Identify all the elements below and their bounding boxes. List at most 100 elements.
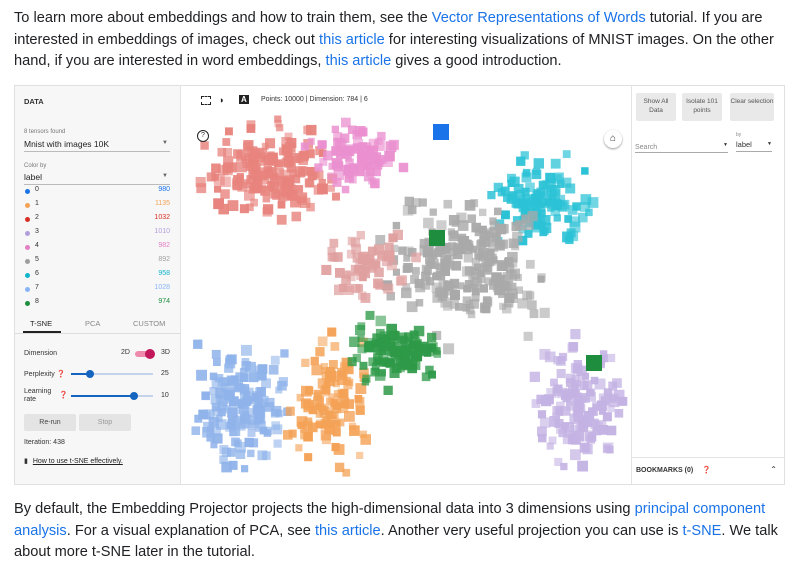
- digit-point[interactable]: [566, 401, 576, 411]
- digit-point[interactable]: [290, 196, 301, 208]
- digit-point[interactable]: [608, 394, 616, 403]
- digit-point[interactable]: [213, 174, 225, 186]
- digit-point[interactable]: [505, 264, 515, 273]
- digit-point[interactable]: [512, 231, 523, 243]
- digit-point[interactable]: [314, 163, 323, 172]
- digit-point[interactable]: [244, 437, 254, 448]
- digit-point[interactable]: [326, 367, 335, 375]
- digit-point[interactable]: [245, 361, 256, 373]
- digit-point[interactable]: [232, 415, 243, 426]
- digit-point[interactable]: [235, 449, 246, 460]
- digit-point[interactable]: [285, 406, 295, 416]
- digit-point[interactable]: [414, 338, 422, 347]
- digit-point[interactable]: [200, 141, 209, 150]
- digit-point[interactable]: [333, 444, 345, 455]
- digit-point[interactable]: [556, 424, 566, 434]
- digit-point[interactable]: [206, 172, 216, 182]
- digit-point[interactable]: [379, 331, 390, 341]
- digit-point[interactable]: [221, 382, 231, 393]
- digit-point[interactable]: [569, 221, 581, 233]
- digit-point[interactable]: [217, 377, 228, 387]
- digit-point[interactable]: [470, 271, 479, 280]
- digit-point[interactable]: [560, 462, 568, 471]
- digit-point[interactable]: [336, 375, 347, 386]
- digit-point[interactable]: [547, 204, 555, 212]
- digit-point[interactable]: [272, 191, 281, 200]
- digit-point[interactable]: [561, 389, 572, 401]
- digit-point[interactable]: [269, 182, 280, 193]
- digit-point[interactable]: [415, 299, 424, 307]
- mnist-article-link[interactable]: this article: [319, 31, 385, 48]
- digit-point[interactable]: [384, 150, 395, 162]
- digit-point[interactable]: [390, 244, 399, 253]
- digit-point[interactable]: [311, 364, 323, 376]
- digit-point[interactable]: [277, 201, 286, 209]
- digit-point[interactable]: [516, 194, 527, 205]
- digit-point[interactable]: [215, 419, 227, 430]
- digit-point[interactable]: [586, 391, 596, 402]
- help-icon[interactable]: ❓: [56, 371, 66, 378]
- digit-point[interactable]: [328, 162, 336, 170]
- digit-point[interactable]: [540, 226, 549, 235]
- digit-point[interactable]: [463, 245, 473, 255]
- digit-point[interactable]: [480, 263, 490, 273]
- digit-point[interactable]: [518, 202, 529, 213]
- digit-point[interactable]: [257, 407, 266, 416]
- digit-point[interactable]: [249, 153, 260, 163]
- digit-point[interactable]: [406, 301, 418, 313]
- digit-point[interactable]: [263, 170, 273, 181]
- digit-point[interactable]: [580, 202, 590, 212]
- digit-point[interactable]: [261, 142, 269, 150]
- digit-point[interactable]: [425, 277, 435, 286]
- digit-point[interactable]: [268, 364, 279, 375]
- digit-point[interactable]: [457, 233, 467, 243]
- digit-point[interactable]: [356, 231, 365, 240]
- stop-button[interactable]: Stop: [79, 414, 131, 431]
- color-by-select[interactable]: label ▼: [24, 172, 170, 185]
- digit-point[interactable]: [275, 386, 283, 394]
- digit-point[interactable]: [307, 137, 315, 145]
- digit-point[interactable]: [565, 183, 576, 194]
- digit-point[interactable]: [497, 188, 506, 197]
- digit-point[interactable]: [307, 171, 317, 181]
- digit-point[interactable]: [449, 278, 460, 289]
- pca-article-link[interactable]: this article: [314, 522, 381, 539]
- digit-point[interactable]: [588, 430, 596, 439]
- digit-point[interactable]: [363, 254, 375, 266]
- digit-point[interactable]: [334, 147, 342, 155]
- digit-point[interactable]: [212, 433, 223, 444]
- digit-point[interactable]: [281, 186, 293, 198]
- digit-point[interactable]: [355, 383, 367, 394]
- digit-point[interactable]: [233, 439, 242, 448]
- digit-point[interactable]: [552, 174, 562, 184]
- digit-point[interactable]: [327, 415, 337, 425]
- digit-point[interactable]: [240, 392, 248, 400]
- digit-point[interactable]: [398, 162, 409, 173]
- digit-point[interactable]: [371, 362, 380, 371]
- digit-point[interactable]: [241, 344, 252, 356]
- digit-point[interactable]: [238, 403, 249, 415]
- digit-point[interactable]: [350, 237, 361, 248]
- digit-point[interactable]: [573, 379, 581, 387]
- digit-point[interactable]: [546, 388, 557, 398]
- digit-point[interactable]: [332, 192, 340, 201]
- digit-point[interactable]: [401, 337, 412, 348]
- digit-point[interactable]: [270, 408, 280, 418]
- digit-point[interactable]: [471, 277, 482, 288]
- digit-point[interactable]: [250, 198, 258, 207]
- digit-point[interactable]: [431, 282, 442, 293]
- digit-point[interactable]: [374, 140, 385, 151]
- digit-point[interactable]: [266, 152, 278, 164]
- digit-point[interactable]: [341, 117, 351, 128]
- digit-point[interactable]: [357, 344, 367, 354]
- digit-point[interactable]: [315, 347, 325, 357]
- digit-point[interactable]: [328, 360, 338, 369]
- chevron-up-icon[interactable]: ⌃: [770, 465, 777, 474]
- digit-point[interactable]: [256, 370, 267, 381]
- digit-point[interactable]: [379, 347, 387, 355]
- digit-point[interactable]: [339, 397, 350, 408]
- digit-point[interactable]: [434, 247, 444, 258]
- digit-point[interactable]: [408, 340, 417, 348]
- digit-point[interactable]: [475, 253, 483, 261]
- digit-point[interactable]: [590, 418, 599, 427]
